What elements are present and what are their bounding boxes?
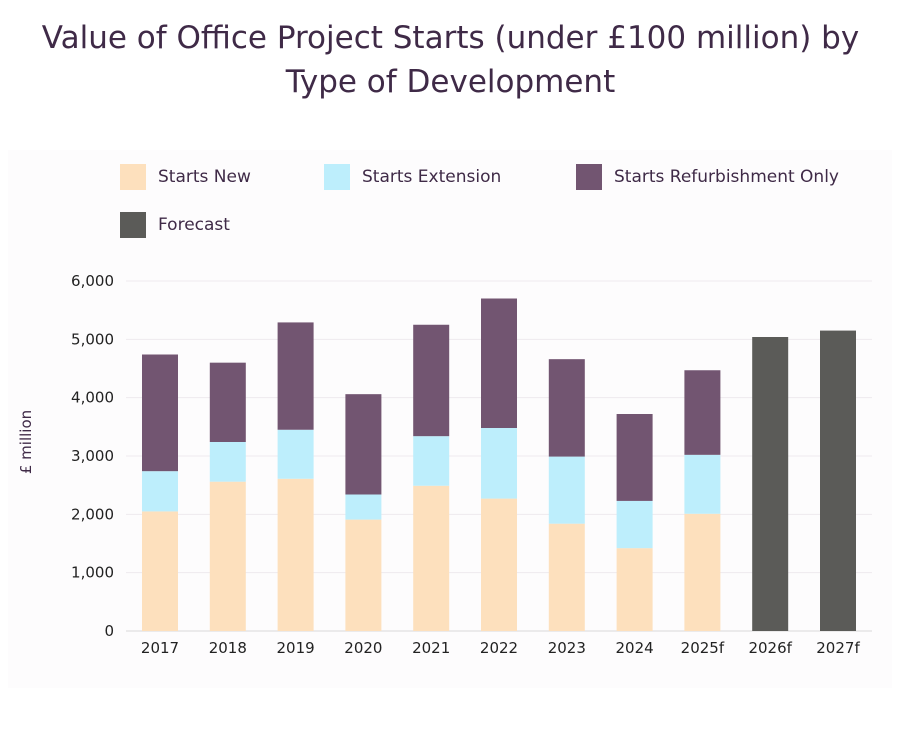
chart-title: Value of Office Project Starts (under £1… (0, 16, 901, 104)
bar-starts-refurbishment-only (548, 359, 585, 457)
bar-starts-extension (277, 429, 314, 479)
bar-starts-new (616, 548, 653, 631)
legend-item-starts-refurbishment: Starts Refurbishment Only (576, 164, 839, 190)
bar-starts-refurbishment-only (413, 324, 450, 437)
bar-starts-refurbishment-only (142, 354, 178, 472)
y-tick-label: 5,000 (71, 330, 114, 348)
bar-starts-extension (413, 436, 450, 486)
x-tick-label: 2019 (277, 639, 315, 657)
legend-item-starts-extension: Starts Extension (324, 164, 501, 190)
legend-label-forecast: Forecast (158, 215, 230, 235)
bar-starts-new (209, 481, 246, 631)
legend-item-forecast: Forecast (120, 212, 230, 238)
bar-starts-extension (548, 456, 585, 524)
chart-title-line-2: Type of Development (285, 64, 616, 100)
bar-starts-extension (684, 454, 721, 514)
x-tick-label: 2017 (141, 639, 179, 657)
y-tick-label: 1,000 (71, 564, 114, 582)
bar-starts-refurbishment-only (616, 414, 653, 501)
legend-swatch-starts-refurbishment (576, 164, 602, 190)
legend-swatch-starts-new (120, 164, 146, 190)
bar-starts-refurbishment-only (209, 362, 246, 442)
bar-starts-refurbishment-only (684, 370, 721, 455)
legend-swatch-starts-extension (324, 164, 350, 190)
x-tick-label: 2026f (748, 639, 792, 657)
bar-starts-extension (209, 442, 246, 482)
bar-starts-new (548, 523, 585, 631)
chart-legend: Starts New Starts Extension Starts Refur… (8, 150, 892, 260)
legend-label-starts-new: Starts New (158, 167, 251, 187)
bar-forecast (752, 337, 789, 631)
x-tick-label: 2024 (616, 639, 654, 657)
legend-label-starts-refurbishment: Starts Refurbishment Only (614, 167, 839, 187)
x-tick-label: 2020 (344, 639, 382, 657)
bar-starts-extension (345, 494, 382, 520)
bar-starts-extension (481, 428, 517, 499)
bar-starts-new (277, 478, 314, 631)
x-tick-label: 2021 (412, 639, 450, 657)
bar-starts-extension (616, 500, 653, 549)
bar-starts-refurbishment-only (277, 322, 314, 430)
x-tick-label: 2022 (480, 639, 518, 657)
bar-starts-new (684, 513, 721, 631)
x-tick-label: 2018 (209, 639, 247, 657)
x-tick-label: 2025f (681, 639, 725, 657)
legend-item-starts-new: Starts New (120, 164, 251, 190)
y-tick-label: 4,000 (71, 389, 114, 407)
legend-label-starts-extension: Starts Extension (362, 167, 502, 187)
y-tick-label: 6,000 (71, 272, 114, 290)
y-tick-label: 3,000 (71, 447, 114, 465)
legend-swatch-forecast (120, 212, 146, 238)
x-tick-label: 2023 (548, 639, 586, 657)
y-axis-label: £ million (17, 410, 35, 474)
bar-starts-new (345, 519, 382, 631)
bar-forecast (820, 330, 856, 631)
bar-starts-extension (142, 471, 178, 512)
chart-title-line-1: Value of Office Project Starts (under £1… (41, 20, 860, 56)
bar-starts-new (413, 485, 450, 631)
bar-starts-refurbishment-only (345, 394, 382, 495)
bar-starts-new (142, 511, 178, 631)
y-tick-label: 0 (104, 622, 114, 640)
bar-starts-refurbishment-only (481, 298, 517, 428)
x-tick-label: 2027f (816, 639, 860, 657)
y-tick-label: 2,000 (71, 505, 114, 523)
bar-starts-new (481, 498, 517, 631)
